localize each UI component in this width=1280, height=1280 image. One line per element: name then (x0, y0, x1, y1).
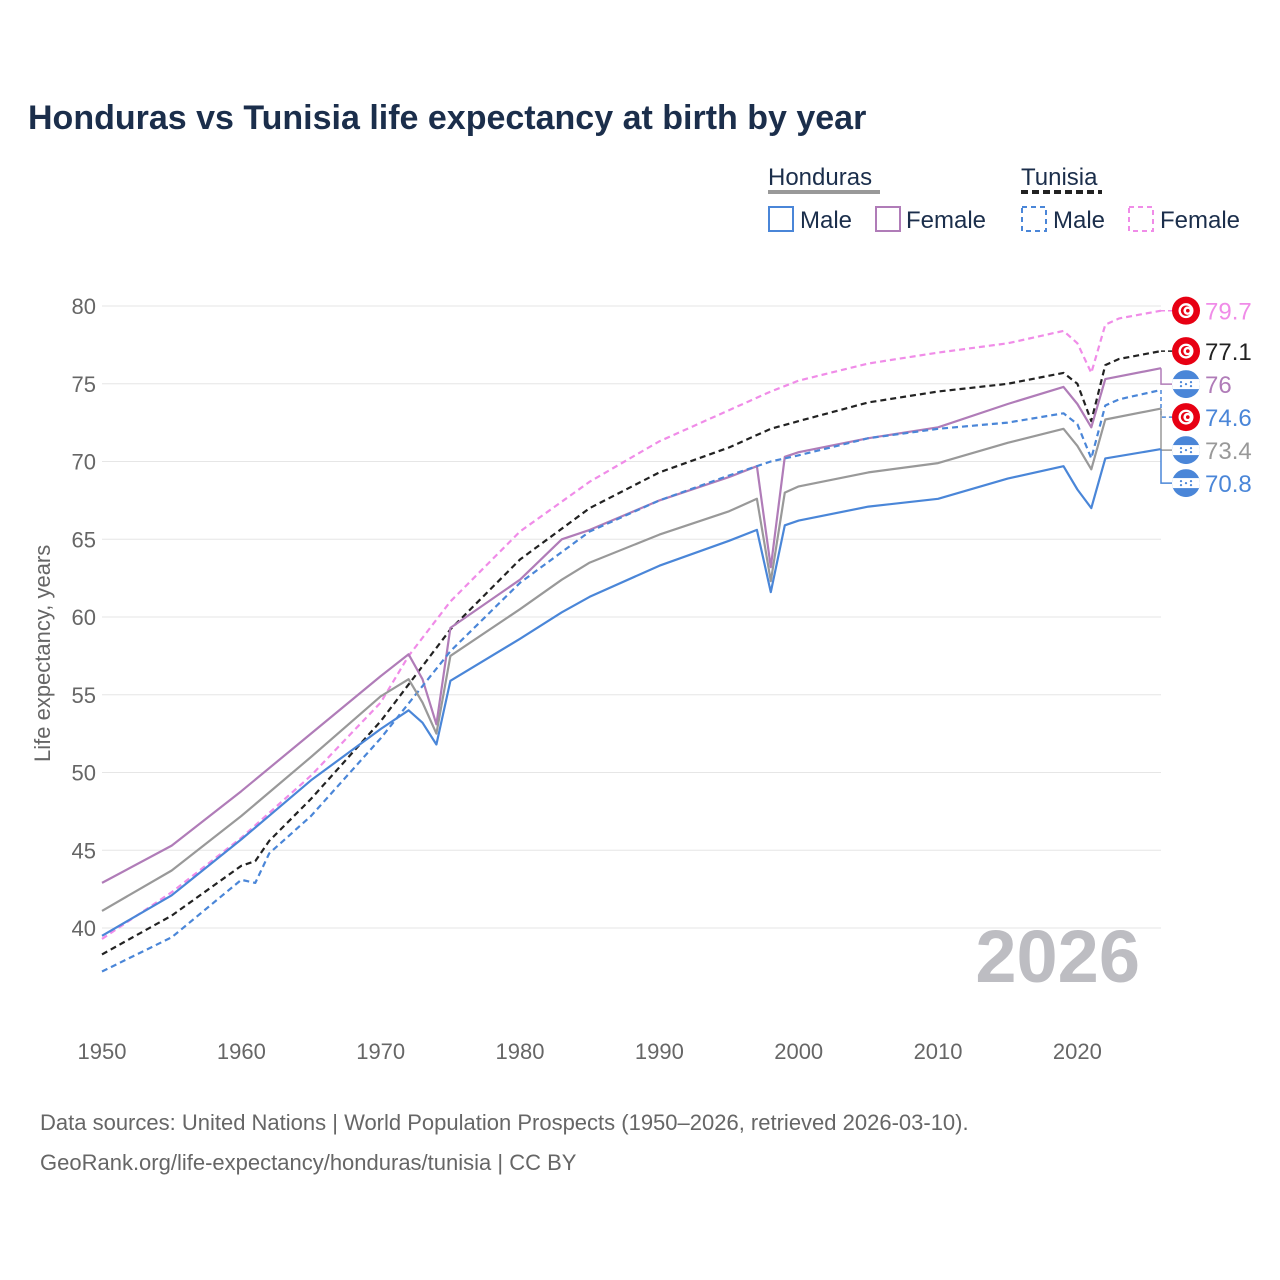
honduras-flag-icon (1172, 436, 1200, 465)
y-tick-label: 45 (72, 838, 96, 863)
legend-label-tunisia-male: Male (1053, 207, 1105, 234)
footer-link: GeoRank.org/life-expectancy/honduras/tun… (40, 1150, 577, 1175)
honduras-flag-star (1189, 380, 1193, 384)
honduras-flag-stripes (1172, 370, 1200, 399)
x-tick-label: 1990 (635, 1039, 684, 1064)
y-tick-label: 80 (72, 294, 96, 319)
legend-label-tunisia-female: Female (1160, 207, 1240, 234)
y-axis-label: Life expectancy, years (30, 545, 55, 762)
end-labels: 79.7 77.1 76 74.6 73.4 70.8 (1160, 296, 1252, 498)
series-line-tunisia-both (101, 350, 1162, 956)
series-line-honduras-male (101, 448, 1162, 937)
x-tick-label: 1960 (217, 1039, 266, 1064)
honduras-flag-star (1179, 380, 1183, 384)
end-connector-honduras-both (1160, 408, 1172, 451)
y-tick-label: 55 (72, 683, 96, 708)
end-label-honduras-female: 76 (1205, 372, 1232, 399)
y-tick-label: 50 (72, 761, 96, 786)
legend-group-honduras: Honduras (768, 164, 872, 191)
honduras-flag-star (1179, 446, 1183, 450)
y-tick-label: 60 (72, 605, 96, 630)
end-connector-honduras-male (1160, 449, 1172, 484)
honduras-flag-star (1184, 448, 1188, 452)
legend-swatch-tunisia-female (1128, 206, 1154, 232)
honduras-flag-star (1189, 450, 1193, 454)
honduras-flag-star (1189, 479, 1193, 483)
tunisia-flag-star (1186, 308, 1190, 313)
honduras-flag-star (1189, 384, 1193, 388)
legend-label-honduras-female: Female (906, 207, 986, 234)
series-line-tunisia-female (101, 309, 1162, 940)
honduras-flag-star (1179, 384, 1183, 388)
legend-swatch-honduras-male (768, 206, 794, 232)
honduras-flag-star (1179, 479, 1183, 483)
x-tick-label: 1970 (356, 1039, 405, 1064)
honduras-flag-stripes (1172, 436, 1200, 465)
tunisia-flag-icon (1172, 403, 1200, 432)
x-tick-label: 1950 (78, 1039, 127, 1064)
y-axis-ticks: 40 45 50 55 60 65 70 75 80 (72, 294, 96, 941)
end-label-tunisia-male: 74.6 (1205, 405, 1252, 432)
end-connector-tunisia-male (1160, 390, 1172, 418)
y-tick-label: 40 (72, 916, 96, 941)
legend-swatch-tunisia-male (1021, 206, 1047, 232)
y-tick-label: 70 (72, 450, 96, 475)
x-tick-label: 2000 (774, 1039, 823, 1064)
tunisia-flag-star (1186, 349, 1190, 353)
end-label-tunisia-both: 77.1 (1205, 339, 1252, 366)
honduras-flag-stripes (1172, 469, 1200, 498)
footer-sources: Data sources: United Nations | World Pop… (40, 1110, 969, 1135)
end-label-tunisia-female: 79.7 (1205, 299, 1252, 326)
honduras-flag-icon (1172, 370, 1200, 399)
series-lines (101, 309, 1162, 973)
series-line-honduras-both (101, 407, 1162, 912)
honduras-flag-star (1179, 450, 1183, 454)
end-label-honduras-male: 70.8 (1205, 471, 1252, 498)
tunisia-flag-star (1186, 415, 1190, 419)
honduras-flag-icon (1172, 469, 1200, 498)
x-axis-ticks: 1950 1960 1970 1980 1990 2000 2010 2020 (78, 1039, 1102, 1064)
current-year-label: 2026 (975, 915, 1140, 998)
honduras-flag-star (1189, 446, 1193, 450)
y-tick-label: 65 (72, 527, 96, 552)
tunisia-flag-icon (1172, 296, 1200, 325)
honduras-flag-star (1179, 483, 1183, 487)
end-connector-honduras-female (1160, 368, 1172, 385)
tunisia-flag-icon (1172, 337, 1200, 366)
honduras-flag-star (1189, 483, 1193, 487)
x-tick-label: 2010 (914, 1039, 963, 1064)
legend-group-tunisia: Tunisia (1021, 164, 1098, 191)
end-label-honduras-both: 73.4 (1205, 438, 1252, 465)
legend: Honduras Tunisia Male Female Male Female (768, 164, 1240, 234)
x-tick-label: 1980 (496, 1039, 545, 1064)
series-line-tunisia-male (101, 388, 1162, 973)
y-tick-label: 75 (72, 372, 96, 397)
honduras-flag-star (1184, 382, 1188, 386)
legend-label-honduras-male: Male (800, 207, 852, 234)
honduras-flag-star (1184, 481, 1188, 485)
legend-swatch-honduras-female (875, 206, 901, 232)
gridlines (102, 305, 1161, 929)
chart-title: Honduras vs Tunisia life expectancy at b… (28, 99, 866, 137)
x-tick-label: 2020 (1053, 1039, 1102, 1064)
